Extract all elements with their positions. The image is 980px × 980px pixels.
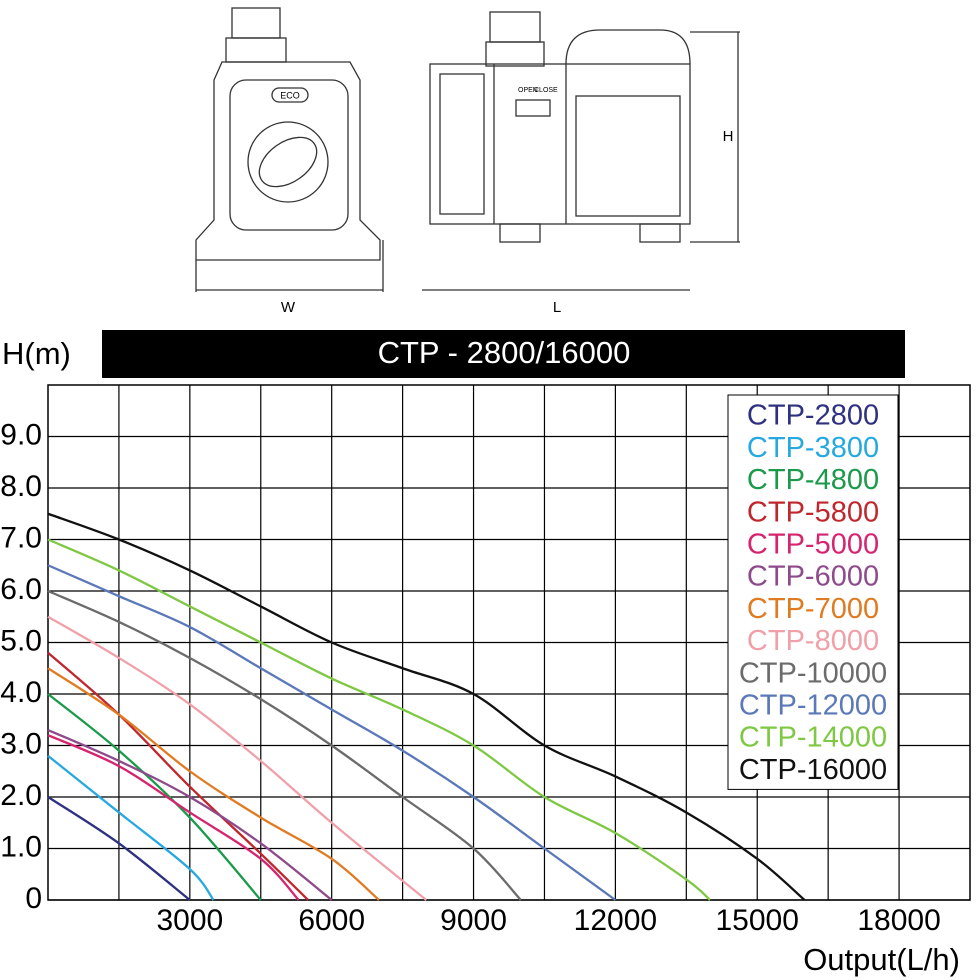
legend-entry: CTP-12000 [739, 689, 887, 721]
series-line [47, 754, 215, 901]
series-line [47, 651, 309, 901]
y-tick-label: 5.0 [0, 624, 42, 657]
y-tick-label: 4.0 [0, 676, 42, 709]
x-tick-label: 12000 [574, 904, 657, 937]
legend-entry: CTP-4800 [747, 464, 879, 496]
series-line [47, 734, 300, 901]
series-line [47, 538, 711, 901]
y-tick-label: 8.0 [0, 470, 42, 503]
series-line [47, 667, 380, 901]
series-line [47, 796, 191, 901]
y-axis-label: H(m) [2, 336, 71, 371]
length-label: L [553, 299, 561, 316]
x-tick-label: 18000 [857, 904, 940, 937]
x-tick-label: 3000 [156, 904, 223, 937]
y-tick-label: 3.0 [0, 727, 42, 760]
legend-entry: CTP-8000 [747, 625, 879, 657]
badge: ECO [280, 90, 300, 100]
series-line [47, 728, 333, 901]
x-tick-label: 15000 [716, 904, 799, 937]
switch-close: CLOSE [534, 87, 558, 94]
legend-entry: CTP-3800 [747, 432, 879, 464]
series-line [47, 512, 806, 901]
switch-open: OPEN [518, 87, 538, 94]
y-tick-label: 0 [25, 882, 42, 915]
series-line [47, 693, 262, 901]
series-line [47, 589, 522, 901]
legend-entry: CTP-10000 [739, 657, 887, 689]
title-bar [102, 330, 905, 378]
legend-entry: CTP-7000 [747, 593, 879, 625]
series-line [47, 564, 617, 901]
y-tick-label: 7.0 [0, 521, 42, 554]
legend-entry: CTP-5800 [747, 496, 879, 528]
y-tick-label: 9.0 [0, 418, 42, 451]
legend-entry: CTP-14000 [739, 722, 887, 754]
pump-drawing: ECO W OPEN CLOSE L H [195, 7, 740, 316]
legend [727, 394, 899, 790]
legend-entry: CTP-5000 [747, 528, 879, 560]
legend-entry: CTP-2800 [747, 400, 879, 432]
x-tick-label: 9000 [440, 904, 507, 937]
y-tick-label: 2.0 [0, 779, 42, 812]
y-tick-label: 1.0 [0, 830, 42, 863]
height-label: H [723, 128, 734, 145]
legend-entry: CTP-16000 [739, 754, 887, 786]
width-label: W [281, 299, 296, 316]
x-tick-label: 6000 [298, 904, 365, 937]
x-axis-label: Output(L/h) [803, 942, 960, 977]
chart-title: CTP - 2800/16000 [378, 335, 631, 370]
series-line [47, 615, 427, 901]
legend-entry: CTP-6000 [747, 561, 879, 593]
y-tick-label: 6.0 [0, 573, 42, 606]
